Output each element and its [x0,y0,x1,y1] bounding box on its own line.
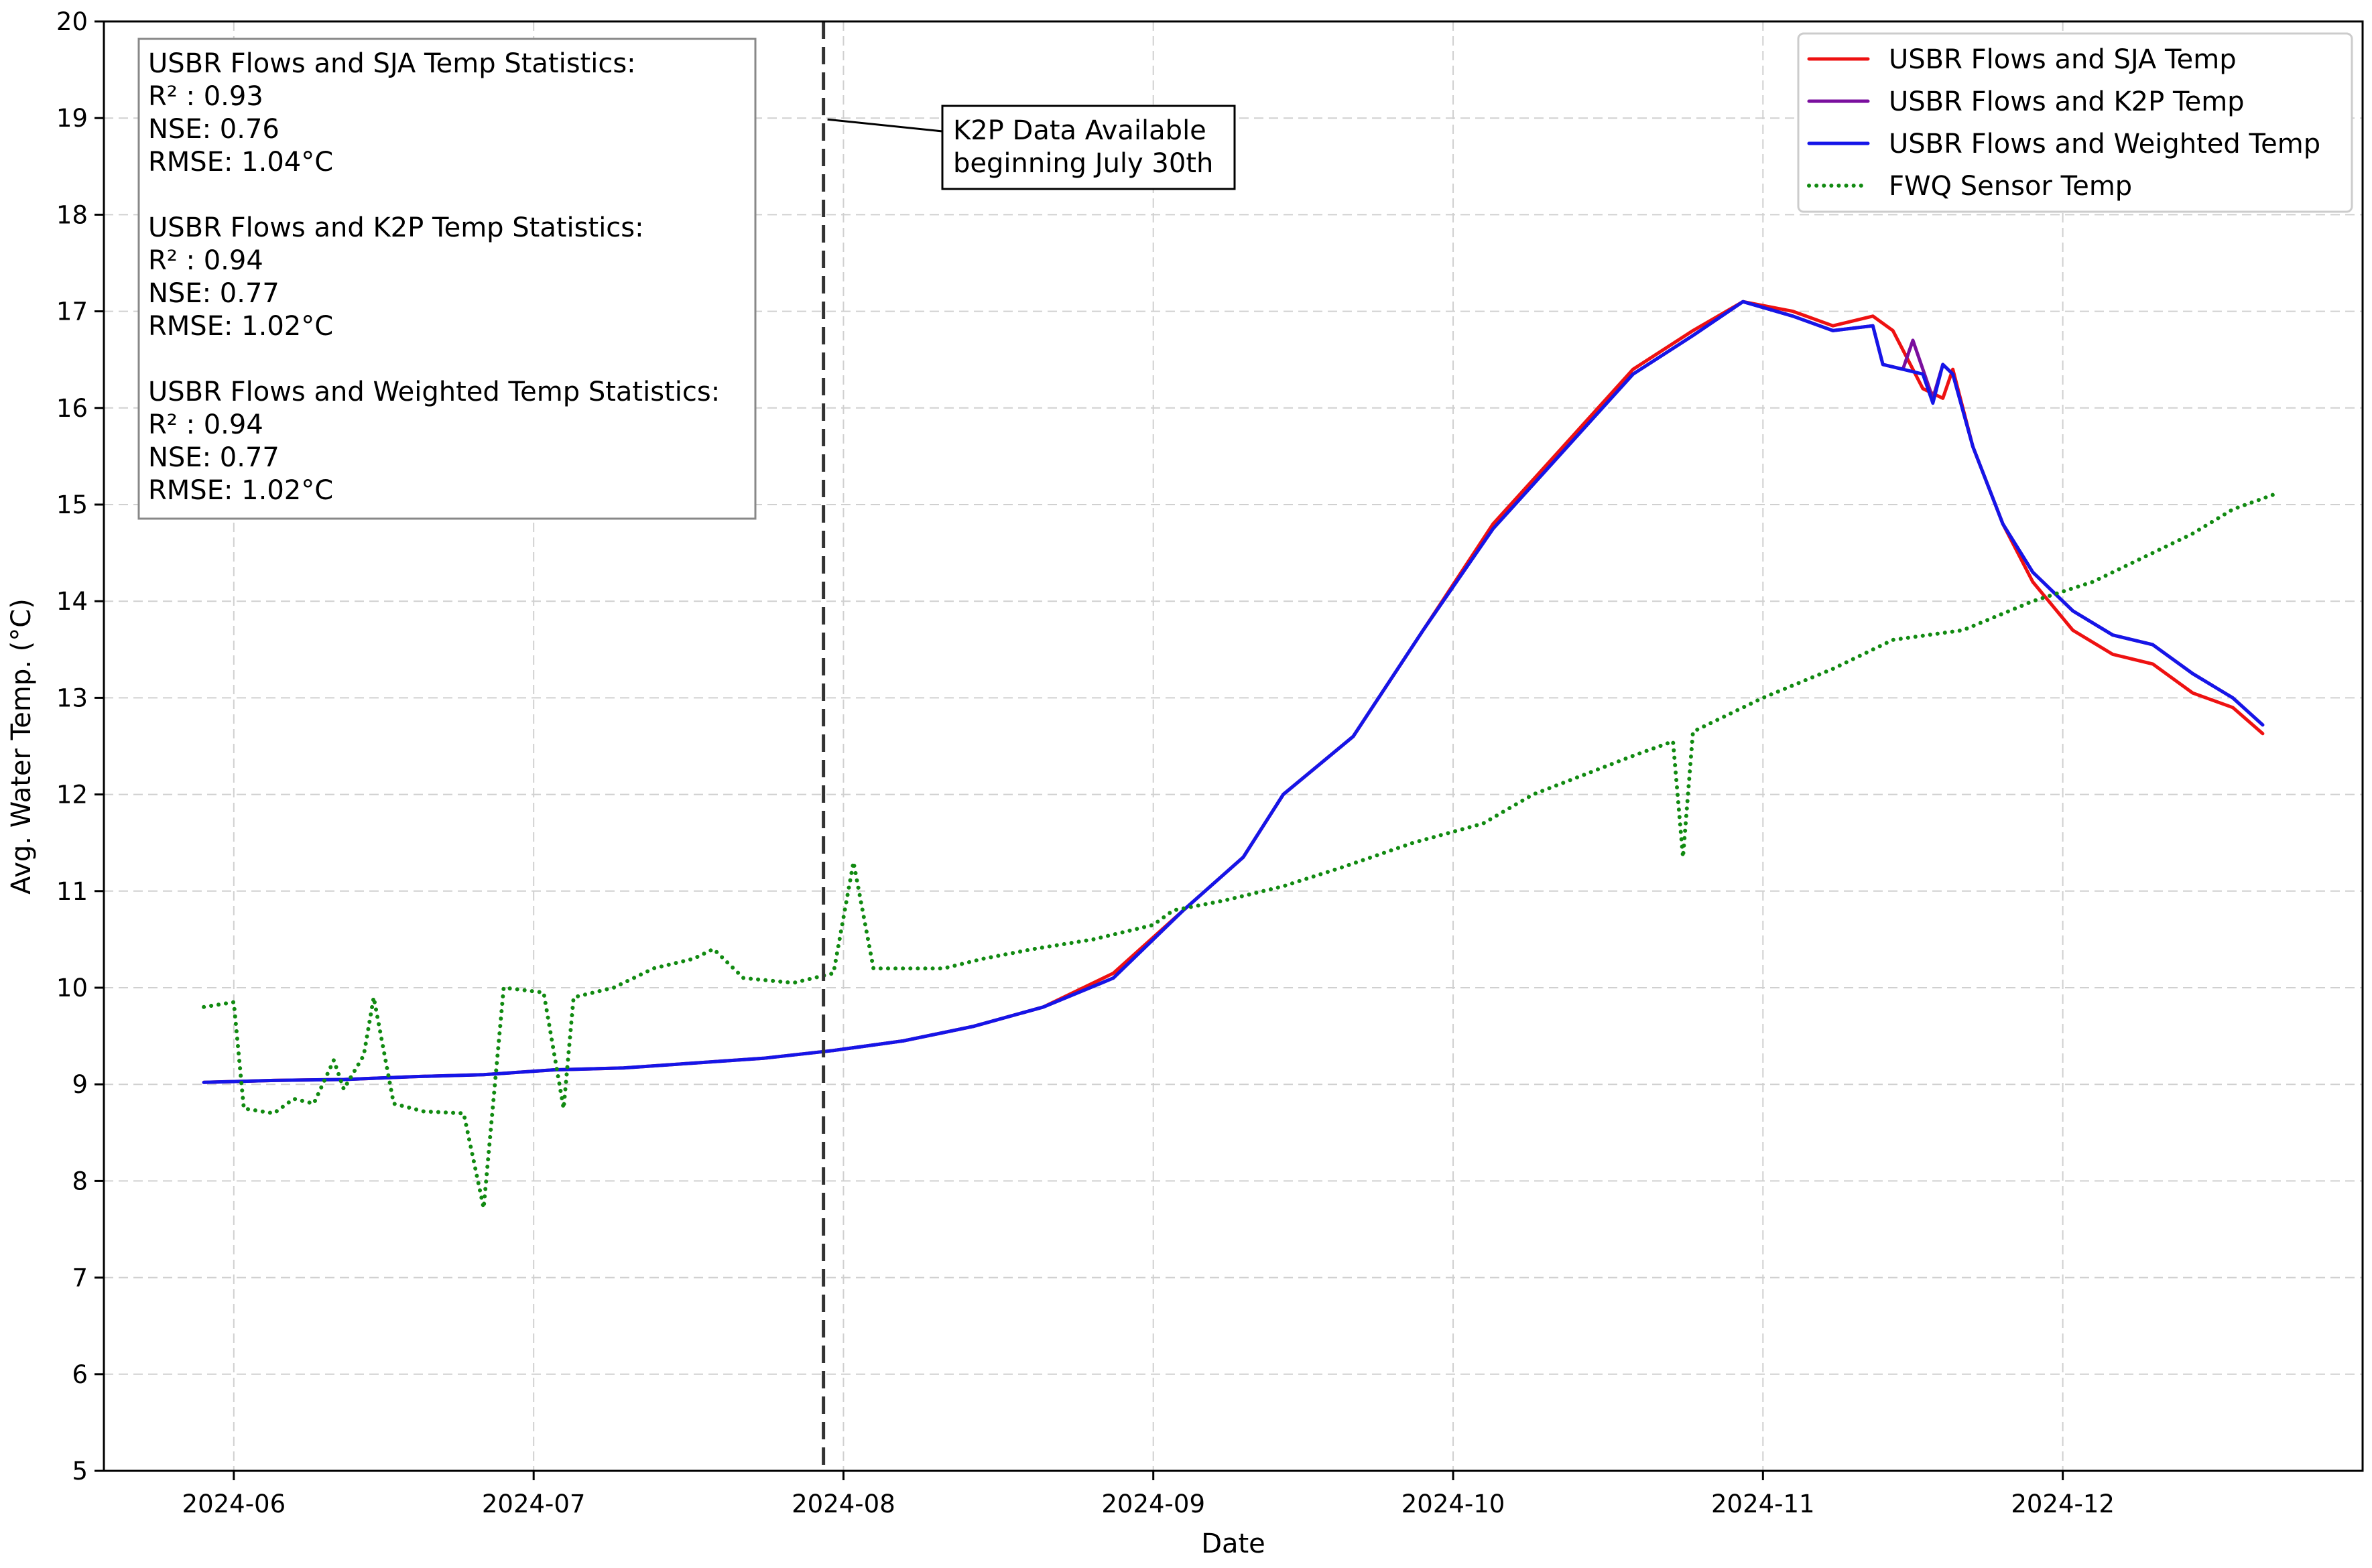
legend-label: FWQ Sensor Temp [1889,171,2132,202]
plot-frame [103,20,2364,1472]
statistics-line: RMSE: 1.04°C [148,147,333,178]
statistics-line: R² : 0.93 [148,81,263,112]
x-tick-label: 2024-10 [1401,1490,1505,1518]
y-tick-label: 15 [56,491,88,519]
y-tick-label: 6 [72,1360,88,1389]
y-tick-label: 14 [56,587,88,616]
y-tick-label: 19 [56,104,88,133]
y-tick-label: 20 [56,7,88,36]
annotation-frame [941,105,1236,190]
y-tick-label: 11 [56,877,88,906]
x-axis-title: Date [1201,1528,1265,1559]
statistics-line: USBR Flows and SJA Temp Statistics: [148,48,636,79]
x-tick-label: 2024-07 [482,1490,586,1518]
x-tick-label: 2024-12 [2011,1490,2115,1518]
y-tick-label: 18 [56,200,88,229]
x-tick-label: 2024-08 [792,1490,895,1518]
y-axis-title: Avg. Water Temp. (°C) [6,598,37,895]
statistics-box-frame [137,38,757,520]
statistics-line: USBR Flows and Weighted Temp Statistics: [148,377,720,407]
legend: USBR Flows and SJA Temp USBR Flows and K2… [1797,32,2353,213]
annotation-line: K2P Data Available [953,115,1206,146]
x-tick-label: 2024-09 [1101,1490,1205,1518]
axis-ticks: 5 6 7 8 9 10 11 12 13 14 15 16 17 18 19 20 2024-06 2024-0… [56,7,2115,1518]
y-tick-label: 10 [56,974,88,1002]
x-tick-label: 2024-11 [1711,1490,1815,1518]
y-tick-label: 17 [56,298,88,326]
legend-label: USBR Flows and SJA Temp [1889,44,2237,75]
annotation-arrow [827,118,943,133]
statistics-line: RMSE: 1.02°C [148,311,333,342]
statistics-line: USBR Flows and K2P Temp Statistics: [148,212,644,243]
y-tick-label: 13 [56,683,88,712]
series-lines [202,300,2275,1210]
y-tick-label: 7 [72,1264,88,1293]
series-line-3 [202,300,2265,1084]
statistics-line: R² : 0.94 [148,245,263,276]
legend-frame [1797,32,2353,213]
y-tick-label: 9 [72,1070,88,1099]
annotation-line: beginning July 30th [953,148,1213,179]
y-tick-label: 5 [72,1457,88,1486]
statistics-line: NSE: 0.76 [148,114,279,145]
y-tick-label: 8 [72,1167,88,1195]
legend-label: USBR Flows and Weighted Temp [1889,129,2320,159]
y-tick-label: 12 [56,781,88,809]
legend-label: USBR Flows and K2P Temp [1889,86,2245,117]
y-tick-label: 16 [56,394,88,423]
statistics-line: NSE: 0.77 [148,442,279,473]
statistics-line: NSE: 0.77 [148,278,279,309]
statistics-box: USBR Flows and SJA Temp Statistics:R² : … [137,38,757,520]
series-line-4 [202,493,2275,1210]
statistics-line: R² : 0.94 [148,409,263,440]
statistics-line: RMSE: 1.02°C [148,475,333,506]
x-tick-label: 2024-06 [182,1490,286,1518]
